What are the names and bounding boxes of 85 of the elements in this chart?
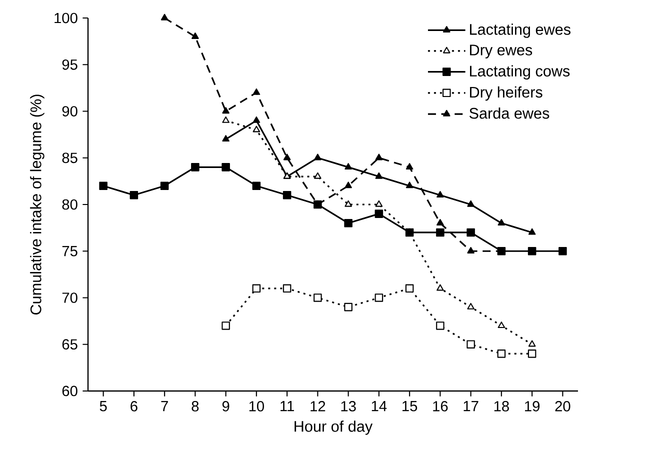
point (467, 302, 474, 310)
x-tick-label: 9 (222, 401, 230, 412)
point (528, 246, 536, 256)
point (467, 200, 474, 207)
point (252, 126, 260, 132)
point (436, 228, 444, 237)
point (282, 191, 292, 200)
legend-label: Dry ewes (470, 44, 532, 58)
y-tick-label: 90 (62, 106, 78, 116)
point (283, 154, 291, 160)
point (222, 135, 230, 142)
point (344, 182, 352, 188)
point (99, 182, 108, 190)
x-tick-label: 15 (402, 401, 418, 412)
point (160, 14, 168, 20)
x-tick-label: 8 (192, 401, 199, 412)
x-tick-label: 14 (372, 401, 387, 412)
point (528, 228, 536, 235)
point (467, 246, 474, 254)
x-tick-label: 5 (100, 401, 107, 412)
point (314, 294, 322, 302)
point (528, 340, 536, 347)
point (252, 88, 260, 95)
point (374, 294, 384, 302)
point (406, 182, 414, 188)
point (192, 32, 199, 39)
x-axis-title: Hour of day (294, 420, 373, 435)
point (375, 154, 383, 160)
point (222, 163, 230, 172)
point (344, 219, 352, 228)
y-tick-label: 100 (54, 12, 78, 24)
legend-label: Lactating cows (470, 65, 570, 80)
point (222, 107, 230, 114)
x-tick-label: 19 (525, 401, 540, 412)
point (314, 154, 322, 160)
point (497, 350, 506, 358)
point (344, 302, 352, 312)
point (436, 284, 444, 291)
y-tick-label: 65 (62, 339, 78, 350)
point (222, 322, 230, 330)
y-tick-label: 75 (62, 246, 78, 256)
point (436, 322, 444, 330)
y-tick-label: 80 (62, 199, 78, 210)
point (191, 163, 200, 172)
x-tick-label: 13 (341, 401, 356, 412)
point (558, 246, 567, 256)
point (436, 219, 444, 226)
point (252, 284, 261, 293)
point (252, 182, 261, 190)
point (466, 228, 475, 237)
point (498, 219, 506, 226)
point (466, 340, 475, 348)
point (344, 163, 352, 170)
legend-label: Sarda ewes (469, 107, 550, 119)
legend-label: Dry heifers (470, 86, 542, 101)
x-tick-label: 11 (280, 401, 294, 412)
y-tick-label: 60 (62, 386, 78, 396)
legend-label: Lactating ewes (470, 24, 570, 38)
y-tick-label: 85 (62, 152, 78, 164)
point (130, 191, 138, 200)
point (436, 191, 444, 198)
point (374, 210, 384, 218)
point (222, 116, 230, 123)
x-tick-label: 10 (249, 401, 264, 412)
x-tick-label: 12 (310, 401, 326, 412)
x-tick-label: 20 (555, 401, 570, 412)
y-axis-title: Cumulative intake of legume (%) (30, 94, 44, 315)
point (160, 182, 169, 190)
x-tick-label: 16 (433, 401, 448, 412)
x-tick-label: 18 (494, 401, 509, 412)
point (375, 172, 383, 179)
x-tick-label: 17 (464, 401, 478, 412)
y-tick-label: 95 (62, 59, 78, 70)
point (282, 284, 292, 293)
x-tick-label: 7 (161, 401, 168, 412)
point (375, 200, 383, 207)
y-tick-label: 70 (62, 292, 78, 303)
point (252, 116, 260, 123)
point (405, 284, 414, 293)
point (528, 350, 536, 358)
point (498, 322, 506, 328)
x-tick-label: 6 (130, 401, 138, 412)
point (406, 163, 414, 170)
point (314, 172, 322, 179)
point (344, 200, 352, 207)
